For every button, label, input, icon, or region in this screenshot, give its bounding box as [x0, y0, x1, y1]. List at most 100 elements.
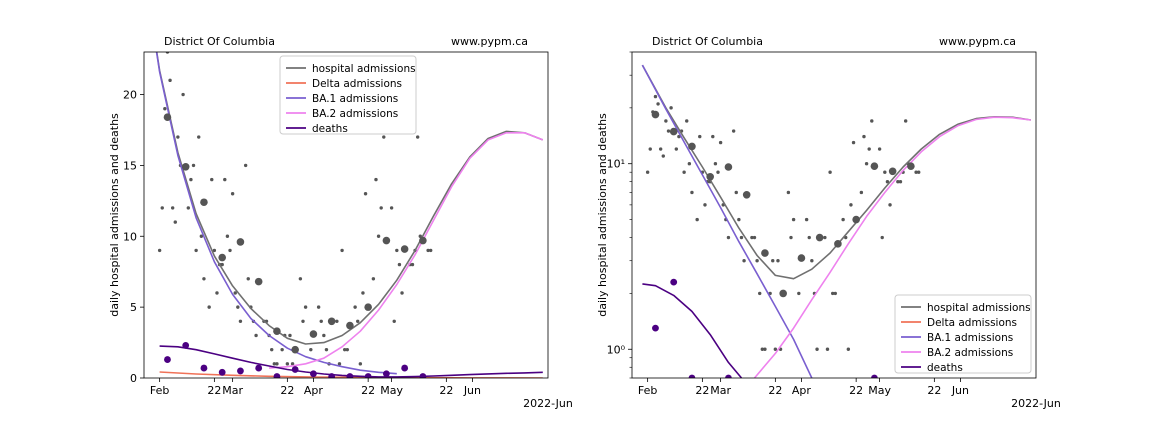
daily-admission-point: [703, 203, 707, 207]
series-ba-1-admissions: [641, 64, 813, 378]
daily-admission-point: [392, 319, 396, 324]
series-ba-2-admissions: [753, 116, 1031, 378]
weekly-admission-point: [834, 240, 842, 248]
daily-admission-point: [272, 362, 277, 366]
daily-admission-point: [379, 206, 383, 210]
daily-admission-point: [225, 234, 230, 238]
weekly-admission-point: [236, 238, 245, 246]
daily-admission-point: [233, 291, 237, 295]
daily-admission-point: [695, 217, 699, 222]
daily-admission-point: [776, 259, 780, 263]
x-tick-label: 22: [439, 384, 453, 397]
daily-admission-point: [322, 333, 326, 338]
death-point: [688, 374, 696, 378]
daily-admission-point: [376, 234, 381, 238]
daily-admission-point: [170, 206, 175, 210]
daily-admission-point: [316, 305, 321, 309]
death-point: [164, 356, 171, 363]
series-hospital-admissions: [155, 52, 544, 345]
daily-admission-point: [880, 235, 884, 240]
daily-admission-point: [400, 291, 404, 295]
daily-admission-point: [898, 179, 903, 184]
y-tick-label: 10⁰: [607, 343, 626, 356]
x-tick-label: Mar: [222, 384, 243, 397]
daily-admission-point: [298, 277, 303, 281]
daily-admission-point: [823, 235, 827, 240]
x-tick-label: 22: [927, 384, 941, 397]
weekly-admission-point: [400, 245, 409, 253]
daily-admission-point: [682, 170, 686, 174]
daily-admission-point: [358, 362, 363, 366]
death-point: [364, 373, 372, 378]
daily-admission-point: [418, 234, 422, 238]
daily-admission-point: [666, 129, 671, 133]
death-point: [346, 373, 354, 378]
daily-admission-point: [731, 129, 736, 133]
death-point: [182, 342, 190, 349]
daily-admission-point: [698, 134, 702, 139]
daily-admission-point: [810, 259, 814, 263]
legend-label: BA.2 admissions: [927, 347, 1013, 359]
daily-admission-point: [395, 248, 399, 253]
x-tick-label: 22: [695, 384, 709, 397]
daily-admission-point: [319, 319, 323, 324]
weekly-admission-point: [815, 233, 824, 242]
legend-label: hospital admissions: [312, 63, 416, 75]
x-tick-label: May: [380, 384, 403, 397]
daily-admission-point: [789, 235, 793, 240]
daily-admission-point: [356, 319, 360, 324]
daily-admission-point: [661, 154, 665, 158]
daily-admission-point: [429, 248, 433, 253]
daily-admission-point: [690, 190, 694, 195]
weekly-admission-point: [742, 190, 751, 199]
series-ba-2-admissions: [269, 132, 544, 369]
weekly-admission-point: [273, 327, 281, 336]
daily-admission-point: [361, 291, 365, 295]
daily-admission-point: [197, 135, 201, 139]
daily-admission-point: [426, 248, 430, 253]
daily-admission-point: [846, 347, 851, 351]
daily-admission-point: [658, 147, 663, 151]
y-tick-label: 10¹: [607, 158, 625, 171]
daily-admission-point: [791, 217, 796, 222]
daily-admission-point: [228, 248, 232, 253]
daily-admission-point: [220, 262, 224, 267]
daily-admission-point: [353, 305, 357, 309]
daily-admission-point: [238, 319, 243, 324]
daily-admission-point: [168, 78, 172, 83]
daily-admission-point: [716, 170, 720, 174]
daily-admission-point: [199, 234, 204, 238]
daily-admission-point: [270, 347, 274, 352]
death-point: [273, 373, 281, 378]
weekly-admission-point: [291, 345, 299, 354]
death-point: [310, 370, 317, 378]
daily-admission-point: [903, 119, 908, 123]
daily-admission-point: [345, 347, 350, 352]
daily-admission-point: [804, 217, 809, 222]
daily-admission-point: [885, 179, 890, 184]
chart-title-right: www.pypm.ca: [939, 35, 1016, 48]
chart-title-left: District Of Columbia: [652, 35, 763, 48]
weekly-admission-point: [852, 215, 860, 224]
daily-admission-point: [194, 248, 198, 253]
weekly-admission-point: [907, 162, 915, 170]
daily-admission-point: [734, 190, 738, 195]
daily-admission-point: [324, 347, 329, 352]
legend-label: BA.2 admissions: [312, 108, 398, 120]
weekly-admission-point: [419, 236, 427, 245]
daily-admission-point: [917, 170, 921, 174]
daily-admission-point: [833, 291, 838, 296]
daily-admission-point: [207, 305, 211, 309]
daily-admission-point: [212, 248, 217, 253]
legend-label: deaths: [312, 123, 348, 135]
daily-admission-point: [246, 277, 250, 281]
daily-admission-point: [828, 170, 832, 174]
daily-admission-point: [664, 119, 668, 123]
y-tick-label: 5: [130, 301, 137, 314]
daily-admission-point: [389, 206, 394, 210]
x-tick-label: May: [868, 384, 891, 397]
daily-admission-point: [160, 206, 164, 210]
legend-label: BA.1 admissions: [312, 93, 398, 105]
weekly-admission-point: [200, 198, 208, 207]
legend-label: Delta admissions: [312, 78, 402, 90]
